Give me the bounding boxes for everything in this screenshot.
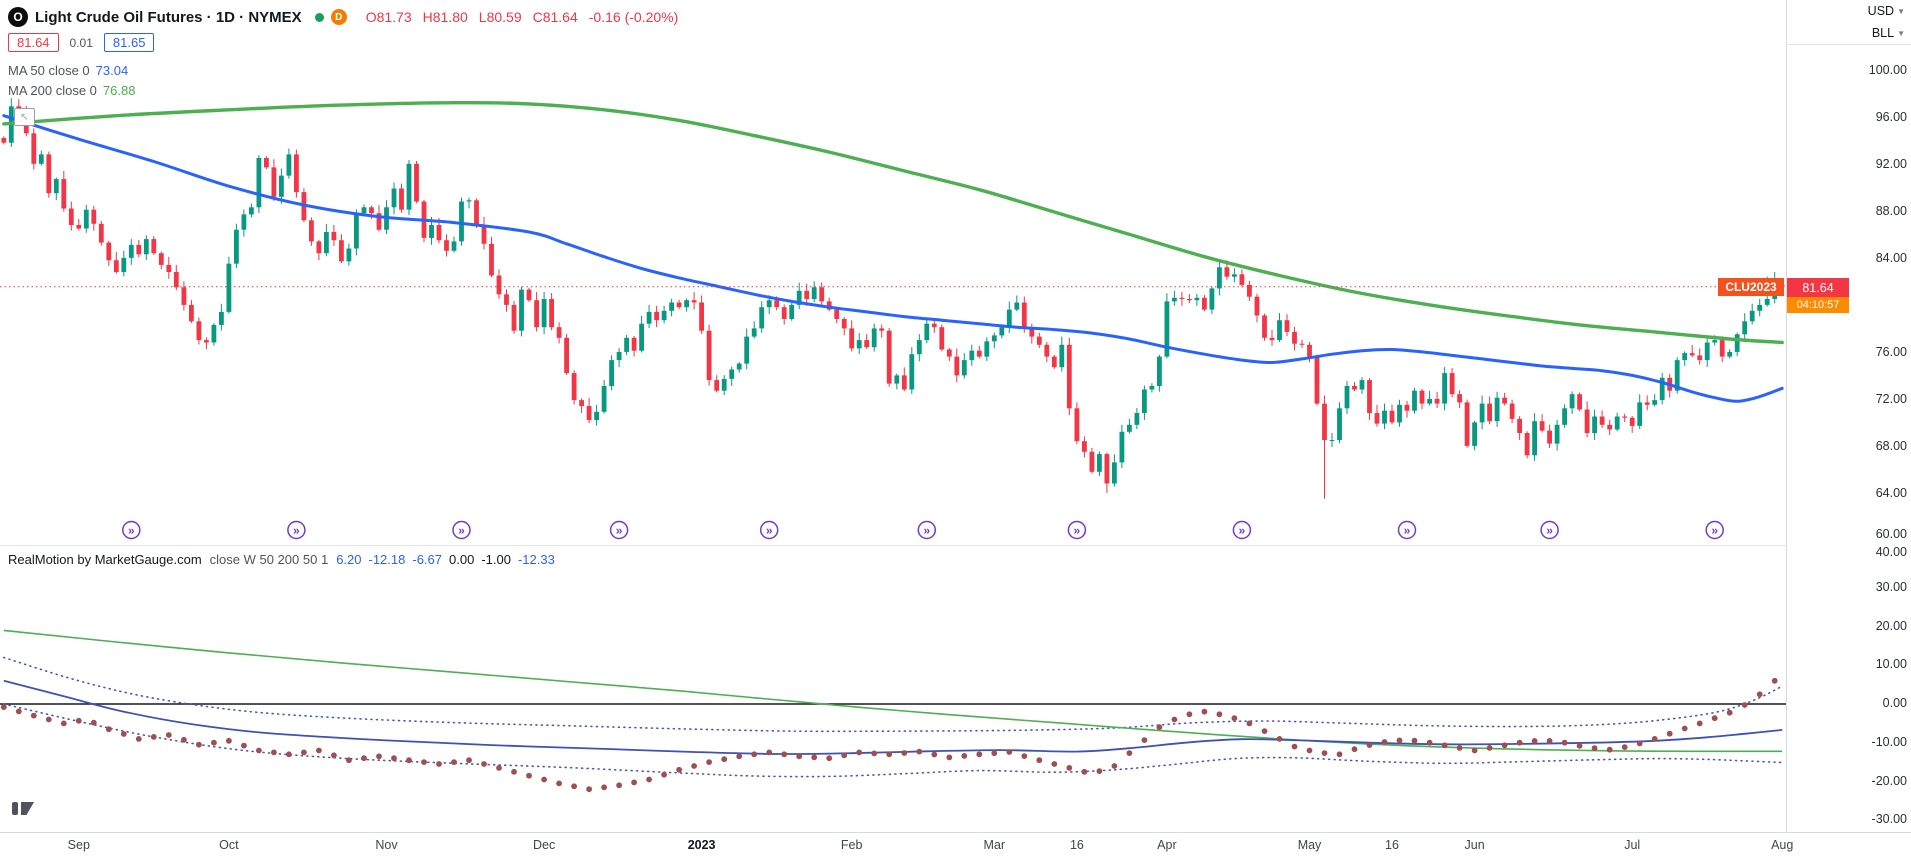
indicator-axis-label: 10.00 [1875, 657, 1907, 672]
ohlc-high: H81.80 [422, 9, 468, 25]
svg-text:»: » [458, 524, 465, 538]
quote-row: 81.64 0.01 81.65 [8, 33, 155, 52]
indicator-value: 0.00 [449, 552, 475, 567]
indicator-axis-label: -20.00 [1871, 773, 1907, 788]
ma50-value: 73.04 [95, 63, 129, 78]
symbol-title[interactable]: Light Crude Oil Futures · 1D · NYMEX [35, 8, 302, 26]
price-axis[interactable]: USD ▼ BLL ▼ 100.00 96.00 92.00 88.00 84.00 76… [1786, 0, 1911, 857]
svg-text:»: » [1404, 524, 1411, 538]
ma50-legend[interactable]: MA 50 close 0 73.04 [8, 63, 128, 78]
panel-separator[interactable] [0, 545, 1911, 546]
indicator-axis-label: 30.00 [1875, 579, 1907, 594]
svg-text:»: » [1239, 524, 1246, 538]
bid-price-button[interactable]: 81.64 [8, 33, 59, 52]
time-axis-label: 2023 [687, 838, 716, 852]
chevron-down-icon: ▼ [1897, 28, 1905, 38]
svg-text:»: » [923, 524, 930, 538]
ohlc-close: C81.64 [532, 9, 578, 25]
time-axis-label: Nov [375, 838, 398, 852]
contract-tag: CLU2023 [1718, 278, 1784, 296]
time-axis-label: Mar [983, 838, 1006, 852]
ohlc-low: L80.59 [478, 9, 522, 25]
time-axis-label: Apr [1157, 838, 1177, 852]
chevron-down-icon: ▼ [1897, 6, 1905, 16]
indicator-axis-label: 20.00 [1875, 618, 1907, 633]
svg-text:»: » [616, 524, 623, 538]
indicator-axis-label: -30.00 [1871, 812, 1907, 827]
delayed-data-badge[interactable]: D [330, 9, 347, 25]
svg-text:»: » [1546, 524, 1553, 538]
symbol-legend: O Light Crude Oil Futures · 1D · NYMEX D… [8, 7, 678, 27]
price-axis-label: 64.00 [1875, 486, 1907, 501]
unit-label: BLL [1871, 26, 1895, 40]
price-axis-label: 92.00 [1875, 157, 1907, 171]
indicator-value: -12.33 [517, 552, 555, 567]
time-axis-label: Aug [1771, 838, 1794, 852]
price-axis-label: 72.00 [1875, 392, 1907, 407]
symbol-logo-icon: O [8, 7, 28, 27]
time-axis-label: May [1297, 838, 1322, 852]
time-axis-label: 16 [1069, 838, 1084, 852]
indicator-axis-label: -10.00 [1871, 734, 1907, 749]
indicator-value: -12.18 [368, 552, 406, 567]
ask-price-button[interactable]: 81.65 [103, 33, 155, 52]
time-axis-label: 16 [1385, 838, 1399, 852]
ma50-label: MA 50 close 0 [8, 63, 90, 78]
ma200-label: MA 200 close 0 [8, 83, 97, 98]
time-axis-label: Sep [67, 838, 90, 852]
indicator-axis-label: 0.00 [1882, 696, 1907, 710]
last-price-tag: 81.64 [1787, 278, 1849, 297]
price-axis-label: 68.00 [1875, 439, 1907, 454]
time-axis[interactable]: Sep Oct Nov Dec 2023 Feb Mar 16 Apr May 16 Jun Jul Au… [0, 832, 1911, 857]
indicator-value: 6.20 [336, 552, 362, 567]
ohlc-change: -0.16 (-0.20%) [588, 9, 679, 25]
time-axis-label: Jul [1624, 838, 1641, 852]
realmotion-legend[interactable]: RealMotion by MarketGauge.com close W 50… [8, 552, 562, 567]
price-axis-label: 88.00 [1875, 204, 1907, 218]
svg-text:»: » [1711, 524, 1718, 538]
ma200-value: 76.88 [102, 83, 136, 98]
price-axis-label: 96.00 [1875, 110, 1907, 124]
ma200-legend[interactable]: MA 200 close 0 76.88 [8, 83, 135, 98]
indicator-value: -1.00 [481, 552, 511, 567]
price-axis-label: 76.00 [1875, 345, 1907, 360]
unit-selector[interactable]: BLL ▼ [1787, 22, 1911, 45]
indicator-title: RealMotion by MarketGauge.com [8, 552, 202, 567]
time-axis-label: Jun [1464, 838, 1485, 852]
indicator-values: 6.20 -12.18 -6.67 0.00 -1.00 -12.33 [336, 552, 562, 567]
mini-chart-icon[interactable]: ↖ [14, 108, 35, 126]
svg-text:»: » [1074, 524, 1081, 538]
indicator-axis-label: 40.00 [1875, 545, 1907, 560]
time-axis-label: Oct [219, 838, 239, 852]
tradingview-logo-icon[interactable] [12, 799, 38, 821]
time-axis-label: Feb [840, 838, 863, 852]
svg-text:»: » [766, 524, 773, 538]
ohlc-open: O81.73 [365, 9, 412, 25]
svg-text:»: » [293, 524, 300, 538]
indicator-value: -6.67 [412, 552, 443, 567]
market-status-dot-icon[interactable] [314, 12, 324, 22]
currency-selector[interactable]: USD ▼ [1787, 0, 1911, 22]
price-axis-label: 60.00 [1875, 527, 1907, 542]
time-axis-label: Dec [532, 838, 556, 852]
indicator-params: close W 50 200 50 1 [209, 552, 329, 567]
bid-ask-spread: 0.01 [69, 35, 93, 50]
svg-text:»: » [128, 524, 135, 538]
price-axis-label: 100.00 [1868, 63, 1907, 77]
price-axis-label: 84.00 [1875, 251, 1907, 265]
bar-close-countdown: 04:10:57 [1787, 297, 1849, 313]
currency-label: USD [1867, 4, 1895, 18]
